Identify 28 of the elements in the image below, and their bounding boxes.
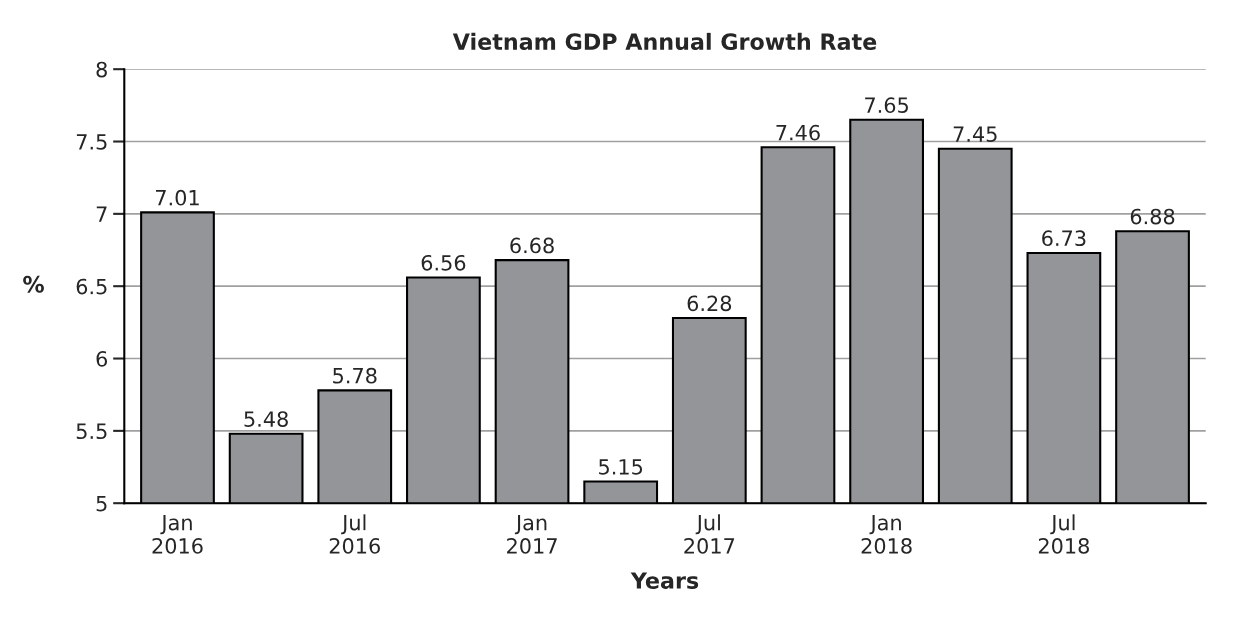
y-tick-label: 7 [96, 206, 107, 222]
data-label: 7.46 [776, 124, 820, 141]
data-label: 6.28 [687, 295, 732, 312]
data-label: 5.78 [333, 367, 377, 384]
x-tick-label: Jan 2016 [152, 514, 203, 554]
y-tick-label: 6 [96, 350, 108, 367]
x-tick-label: Jan 2018 [861, 514, 912, 554]
x-tick-label: Jul 2018 [1038, 514, 1089, 554]
y-axis-title: % [23, 275, 44, 293]
y-tick-label: 5.5 [76, 423, 107, 440]
data-label: 7.65 [865, 97, 908, 114]
data-label: 5.15 [599, 459, 643, 475]
x-axis-title: Years [630, 572, 699, 589]
data-label: 5.48 [244, 411, 288, 427]
data-label: 6.73 [1042, 230, 1086, 247]
y-tick-label: 7.5 [76, 134, 107, 150]
data-label: 6.88 [1130, 208, 1175, 225]
x-tick-label: Jan 2017 [507, 514, 557, 554]
x-tick-label: Jul 2017 [684, 514, 735, 554]
y-tick-label: 5 [96, 495, 107, 512]
data-label: 7.01 [156, 189, 199, 206]
y-tick-label: 6.5 [76, 278, 107, 295]
x-tick-label: Jul 2016 [329, 514, 380, 554]
data-label: 6.68 [510, 237, 554, 254]
data-label: 6.56 [421, 254, 466, 271]
chart-title: Vietnam GDP Annual Growth Rate [452, 32, 877, 51]
data-label: 7.45 [953, 126, 997, 142]
y-tick-label: 8 [96, 61, 107, 78]
